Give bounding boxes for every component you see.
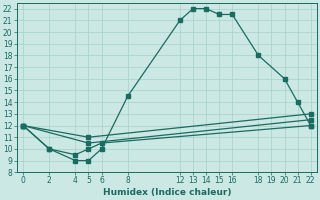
X-axis label: Humidex (Indice chaleur): Humidex (Indice chaleur) bbox=[103, 188, 231, 197]
